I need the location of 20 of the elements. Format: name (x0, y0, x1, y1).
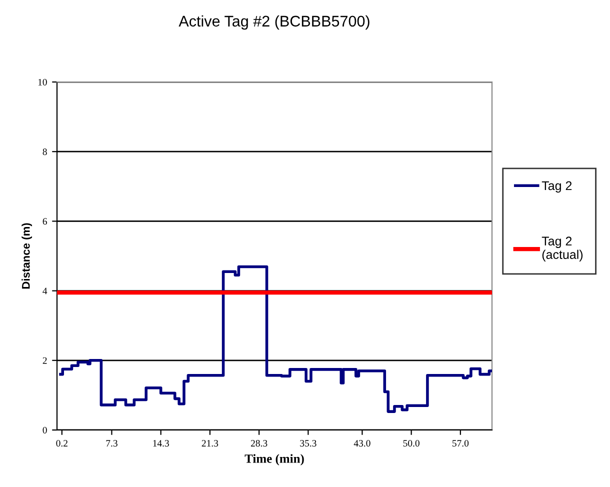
x-tick-label: 50.0 (403, 440, 420, 447)
x-tick-label: 43.0 (354, 440, 370, 447)
x-tick-label: 57.0 (452, 440, 469, 447)
x-tick-label: 28.3 (250, 440, 268, 447)
x-tick-label: 21.3 (202, 440, 218, 447)
x-tick-label: 0.2 (56, 440, 68, 447)
y-tick-label: 4 (42, 288, 48, 294)
y-axis-title: Distance (m) (22, 223, 32, 289)
y-tick-label: 2 (42, 357, 47, 364)
y-tick-label: 8 (42, 148, 47, 156)
legend-label: Tag 2 (actual) (542, 236, 583, 262)
x-axis-title: Time (min) (244, 454, 304, 466)
chart-title: Active Tag #2 (BCBBB5700) (178, 15, 370, 30)
y-tick-label: 0 (42, 426, 47, 434)
x-tick-label: 35.3 (300, 440, 316, 447)
x-tick-label: 7.3 (106, 440, 118, 447)
legend-label: Tag 2 (542, 181, 572, 193)
y-tick-label: 6 (42, 218, 47, 225)
y-tick-label: 10 (38, 78, 47, 86)
x-tick-label: 14.3 (153, 440, 169, 447)
